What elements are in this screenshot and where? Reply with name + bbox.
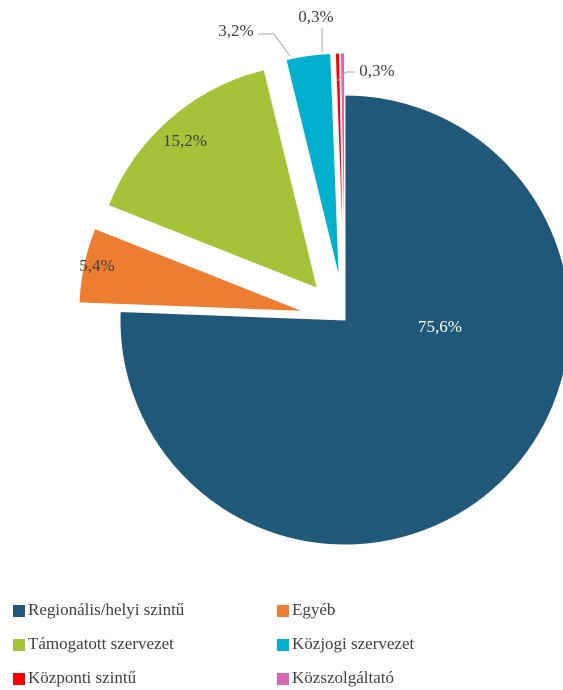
leader-line: [258, 33, 291, 57]
legend-swatch: [277, 673, 289, 685]
legend-swatch: [13, 673, 25, 685]
legend-label: Egyéb: [292, 600, 335, 619]
pie-slice: [119, 94, 563, 546]
leader-line: [335, 71, 355, 83]
data-label: 75,6%: [418, 317, 462, 336]
data-label: 3,2%: [218, 21, 253, 40]
pie-slice: [107, 69, 319, 290]
legend-label: Közszolgáltató: [292, 668, 394, 687]
data-label: 5,4%: [79, 256, 114, 275]
legend-label: Közjogi szervezet: [292, 634, 415, 653]
legend-label: Központi szintű: [28, 668, 137, 687]
legend-swatch: [277, 605, 289, 617]
legend-swatch: [13, 605, 25, 617]
legend-swatch: [277, 639, 289, 651]
data-label: 15,2%: [163, 131, 207, 150]
data-label: 0,3%: [298, 7, 333, 26]
pie-slice: [285, 53, 340, 279]
pie-slice: [78, 227, 305, 312]
legend-label: Támogatott szervezet: [28, 634, 174, 653]
pie-slice: [339, 52, 346, 279]
pie-slice: [334, 52, 345, 279]
legend-label: Regionális/helyi szintű: [28, 600, 185, 619]
data-label: 0,3%: [359, 61, 394, 80]
legend-swatch: [13, 639, 25, 651]
